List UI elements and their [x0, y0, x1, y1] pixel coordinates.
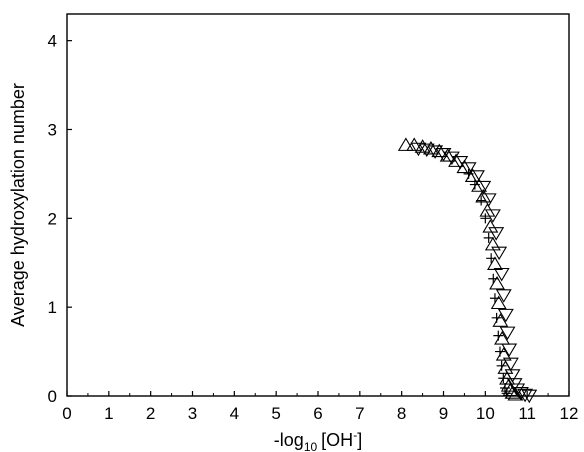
data-point-series-2 [495, 289, 512, 303]
y-tick-label: 2 [48, 209, 57, 228]
data-point-series-3 [499, 383, 510, 394]
x-tick-label: 4 [230, 404, 239, 423]
x-axis-title-prefix: -log [274, 430, 304, 450]
data-point-series-1 [439, 148, 456, 162]
data-point-series-3 [493, 330, 504, 341]
data-point-series-3 [469, 179, 480, 190]
data-point-series-1 [471, 178, 488, 192]
x-tick-label: 0 [62, 404, 71, 423]
data-point-series-2 [460, 162, 477, 176]
data-point-series-1 [464, 168, 481, 183]
x-tick-label: 10 [476, 404, 495, 423]
x-tick-label: 2 [146, 404, 155, 423]
data-point-series-2 [435, 148, 452, 162]
x-axis-title: -log10 [OH-] [274, 428, 362, 452]
x-axis-title-subscript: 10 [304, 440, 318, 452]
y-tick-label: 0 [48, 387, 57, 406]
data-point-series-2 [475, 180, 492, 195]
data-point-series-3 [480, 213, 491, 224]
data-point-series-2 [484, 209, 501, 223]
data-point-series-3 [463, 168, 474, 179]
data-point-series-1 [497, 360, 514, 374]
data-point-series-1 [448, 153, 465, 167]
y-tick-label: 3 [48, 120, 57, 139]
data-point-series-2 [521, 389, 538, 404]
y-tick-label: 1 [48, 298, 57, 317]
data-point-series-2 [517, 388, 534, 403]
data-point-series-3 [476, 195, 487, 206]
data-point-series-1 [486, 256, 503, 270]
data-point-series-2 [443, 151, 460, 166]
data-point-series-3 [483, 232, 494, 243]
data-point-series-3 [488, 273, 499, 284]
x-tick-label: 9 [439, 404, 448, 423]
data-point-series-2 [493, 267, 510, 282]
data-point-series-2 [499, 326, 516, 341]
x-tick-label: 5 [271, 404, 280, 423]
x-axis-title-superscript: - [353, 428, 357, 442]
data-point-series-2 [504, 369, 521, 383]
plot-border [66, 13, 570, 397]
x-tick-label: 11 [518, 404, 536, 423]
data-point-series-2 [502, 357, 519, 372]
data-point-series-3 [486, 253, 497, 264]
x-tick-label: 8 [397, 404, 406, 423]
data-point-series-3 [501, 388, 512, 399]
data-point-series-1 [507, 387, 524, 401]
data-point-series-1 [422, 140, 439, 155]
data-point-series-3 [494, 346, 505, 357]
y-axis: 0 1 2 3 4 [48, 32, 72, 406]
data-point-series-2 [480, 193, 497, 207]
x-axis: 0 1 2 3 4 5 6 7 8 9 10 11 12 [62, 391, 578, 423]
data-point-series-1 [397, 137, 414, 151]
data-point-series-3 [489, 293, 500, 304]
data-point-series-1 [431, 143, 448, 158]
data-point-series-1 [406, 137, 423, 151]
data-point-series-3 [496, 360, 507, 371]
x-tick-label: 6 [313, 404, 322, 423]
data-point-series-1 [414, 139, 431, 153]
x-tick-label: 7 [355, 404, 364, 423]
data-point-series-2 [509, 383, 526, 397]
data-point-series-3 [491, 312, 502, 323]
data-point-series-1 [482, 219, 499, 233]
x-tick-label: 1 [104, 404, 113, 423]
data-point-series-2 [491, 246, 508, 261]
data-point-series-2 [501, 343, 518, 358]
x-axis-title-bracket-open: [OH [321, 430, 353, 450]
x-tick-label: 12 [560, 404, 579, 423]
data-point-series-1 [484, 236, 501, 251]
y-axis-title: Average hydroxylation number [8, 83, 28, 327]
data-point-series-3 [498, 373, 509, 384]
data-point-series-1 [475, 188, 492, 203]
data-point-series-2 [488, 227, 505, 241]
x-tick-label: 3 [188, 404, 197, 423]
plot-frame [66, 13, 570, 397]
data-point-series-2 [469, 170, 485, 184]
data-point-series-2 [497, 308, 514, 323]
data-point-series-1 [504, 385, 521, 399]
data-point-series-2 [410, 142, 427, 157]
y-tick-label: 4 [48, 32, 57, 51]
data-markers [397, 137, 538, 404]
x-axis-title-bracket-close: ] [357, 430, 362, 450]
